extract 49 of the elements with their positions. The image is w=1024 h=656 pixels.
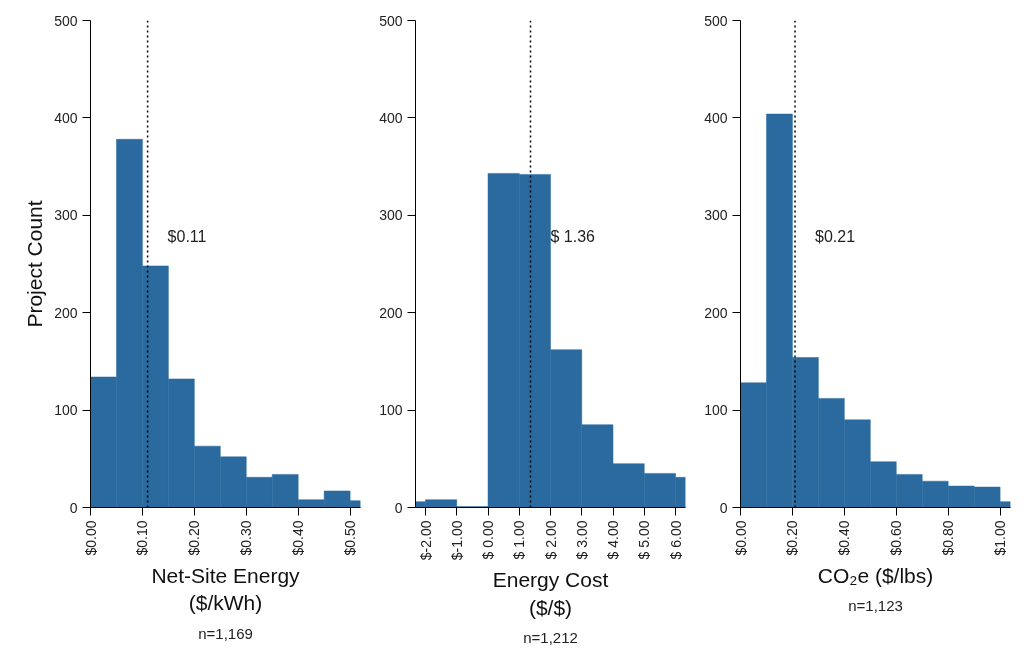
y-tick-label: 400 xyxy=(54,109,78,126)
x-tick-label: $ 3.00 xyxy=(573,520,590,560)
x-tick-label: $0.20 xyxy=(186,520,203,556)
y-tick-label: 0 xyxy=(394,499,403,516)
x-tick-label: $0.20 xyxy=(784,520,801,556)
y-axis-title: Project Count xyxy=(23,200,47,328)
y-tick-label: 300 xyxy=(704,207,728,224)
y-tick-label: 500 xyxy=(704,12,728,29)
y-tick-label: 200 xyxy=(704,304,728,321)
x-tick-label: $ 2.00 xyxy=(542,520,559,560)
y-tick-label: 400 xyxy=(379,109,403,126)
y-tick-label: 0 xyxy=(69,499,78,516)
x-tick-label: $ 4.00 xyxy=(605,520,621,560)
x-tick-label: $-2.00 xyxy=(417,520,434,561)
y-tick-label: 500 xyxy=(379,12,403,29)
y-tick-label: 300 xyxy=(379,207,403,224)
x-tick-label: $0.10 xyxy=(134,520,151,556)
text: n=1,169 xyxy=(198,624,253,642)
x-axis-title: Net-Site Energy ($/kWh) xyxy=(151,563,301,615)
y-tick-label: 500 xyxy=(54,12,78,29)
ref-line-label: $0.11 xyxy=(167,227,207,245)
ref-line-label: $0.21 xyxy=(815,227,856,245)
y-tick-label: 100 xyxy=(379,402,403,419)
y-tick-label: 100 xyxy=(704,402,728,419)
x-tick-label: $0.50 xyxy=(342,520,359,556)
x-tick-label: $-1.00 xyxy=(448,520,465,561)
y-tick-label: 200 xyxy=(54,304,78,321)
x-tick-label: $ 6.00 xyxy=(667,520,684,560)
x-tick-label: $0.40 xyxy=(836,520,853,556)
x-tick-label: $ 0.00 xyxy=(480,520,496,560)
text: n=1,212 xyxy=(523,628,578,646)
x-tick-label: $0.00 xyxy=(732,520,749,556)
x-tick-label: $0.40 xyxy=(290,520,307,556)
y-tick-label: 300 xyxy=(54,207,78,224)
y-tick-label: 200 xyxy=(379,304,403,321)
x-axis-title: CO₂e ($/lbs) xyxy=(817,563,934,587)
ref-line-label: $ 1.36 xyxy=(550,227,596,245)
x-tick-label: $0.00 xyxy=(82,520,99,556)
x-tick-label: $0.30 xyxy=(238,520,255,556)
x-axis-title: Energy Cost ($/$) xyxy=(492,568,609,619)
x-tick-label: $0.80 xyxy=(940,520,957,556)
x-tick-label: $ 5.00 xyxy=(636,520,653,560)
x-tick-label: $0.60 xyxy=(888,520,905,556)
x-tick-label: $1.00 xyxy=(992,520,1009,556)
y-tick-label: 400 xyxy=(704,109,728,126)
y-tick-label: 0 xyxy=(719,499,728,516)
y-tick-label: 100 xyxy=(54,402,78,419)
x-tick-label: $ 1.00 xyxy=(511,520,528,560)
text: n=1,123 xyxy=(848,596,903,614)
